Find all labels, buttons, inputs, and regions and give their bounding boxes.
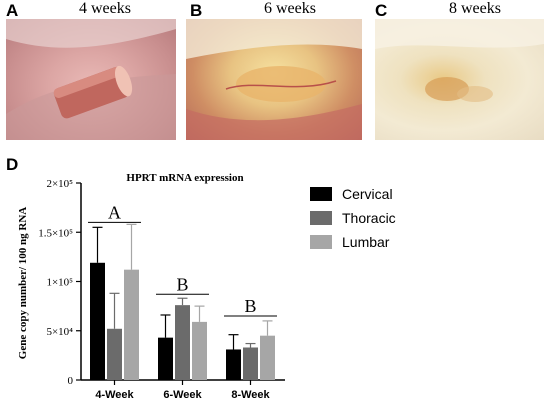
bar bbox=[226, 349, 241, 380]
panel-letter-b: B bbox=[190, 1, 203, 20]
legend-item: Thoracic bbox=[310, 206, 396, 230]
photo-8-weeks bbox=[375, 19, 544, 140]
legend-item: Lumbar bbox=[310, 230, 396, 254]
bar bbox=[260, 335, 275, 380]
bar bbox=[192, 321, 207, 380]
y-tick-label: 5×10⁴ bbox=[46, 326, 73, 338]
implant-photo-illustration bbox=[6, 19, 176, 140]
photo-4-weeks bbox=[6, 19, 176, 140]
legend-swatch bbox=[310, 211, 332, 225]
legend-swatch bbox=[310, 187, 332, 201]
y-tick-label: 1.5×10⁵ bbox=[38, 227, 73, 239]
panel-letter-a: A bbox=[6, 1, 19, 20]
chart-title: HPRT mRNA expression bbox=[126, 172, 243, 184]
y-tick-label: 1×10⁵ bbox=[46, 277, 73, 289]
bar bbox=[124, 269, 139, 380]
legend-item: Cervical bbox=[310, 182, 396, 206]
photo-6-weeks bbox=[186, 19, 362, 140]
chart-legend: Cervical Thoracic Lumbar bbox=[310, 182, 396, 254]
x-tick-label: 8-Week bbox=[231, 389, 270, 400]
x-tick-label: 6-Week bbox=[163, 389, 202, 400]
y-tick-label: 2×10⁵ bbox=[46, 178, 73, 190]
implant-photo-illustration bbox=[375, 19, 544, 102]
legend-label: Lumbar bbox=[342, 234, 390, 250]
panel-letter-d: D bbox=[6, 155, 19, 174]
legend-label: Thoracic bbox=[342, 210, 396, 226]
x-tick-label: 4-Week bbox=[95, 389, 134, 400]
bar bbox=[158, 337, 173, 380]
bar bbox=[90, 262, 105, 380]
y-tick-label: 0 bbox=[68, 375, 74, 387]
photo-title-8-weeks: 8 weeks bbox=[449, 0, 501, 17]
significance-letter: B bbox=[176, 274, 188, 294]
panel-letter-c: C bbox=[375, 1, 388, 20]
bar-chart: HPRT mRNA expression Gene copy number/ 1… bbox=[17, 172, 285, 400]
significance-letter: B bbox=[244, 296, 256, 316]
bar bbox=[107, 328, 122, 380]
implant-photo-illustration bbox=[186, 19, 362, 140]
legend-swatch bbox=[310, 235, 332, 249]
legend-label: Cervical bbox=[342, 186, 393, 202]
bar bbox=[175, 305, 190, 380]
bar bbox=[243, 347, 258, 380]
photo-title-4-weeks: 4 weeks bbox=[79, 0, 131, 17]
y-axis-label: Gene copy number/ 100 ng RNA bbox=[17, 207, 29, 360]
photo-title-6-weeks: 6 weeks bbox=[264, 0, 316, 17]
significance-letter: A bbox=[108, 202, 121, 222]
